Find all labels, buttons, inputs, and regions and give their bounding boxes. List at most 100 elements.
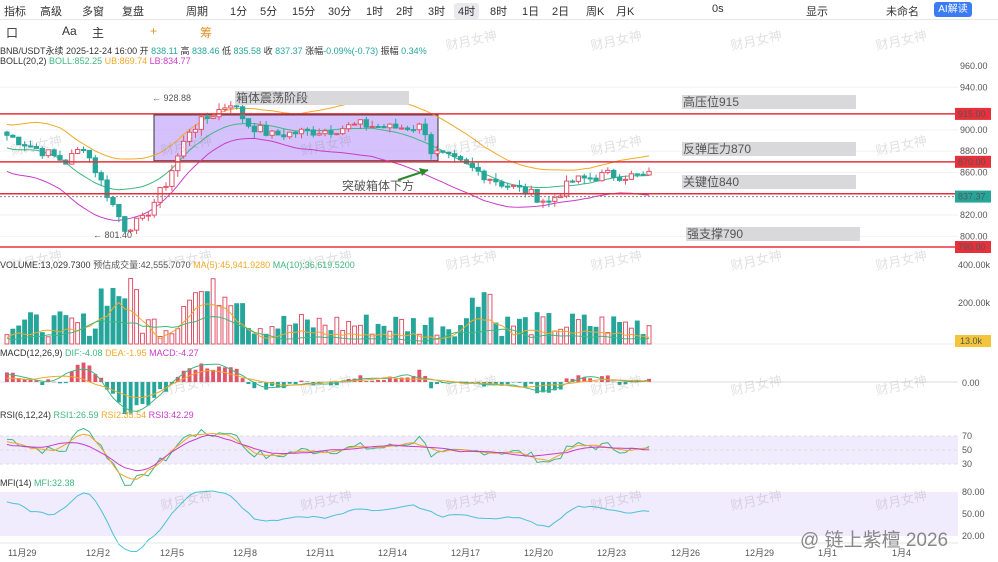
candle-body [398,127,405,130]
volume-bar [363,314,369,345]
tool-2[interactable]: 主 [92,26,105,40]
vol-tick-400k: 400.00k [958,260,991,270]
tool-4[interactable]: 筹 [200,26,213,40]
candle-body [516,184,523,188]
toolbar-item-11[interactable]: 3时 [428,6,446,18]
toolbar-item-13[interactable]: 8时 [490,6,508,18]
volume-bar [422,324,428,345]
macd-bar [541,382,545,393]
macd-bar [164,382,168,392]
toolbar-item-2[interactable]: 多窗 [82,6,104,18]
volume-bar [552,330,558,345]
candle-body [328,130,334,135]
volume-bar [393,316,399,345]
candle-body [334,133,340,136]
volume-bar [92,328,98,345]
candle-body [298,128,305,135]
volume-bar [623,321,628,345]
macd-bar [258,382,263,383]
toolbar-item-1[interactable]: 高级 [40,6,62,18]
candle-body [340,128,346,135]
ai-button[interactable]: AI解读 [934,2,972,17]
macd-bar [299,380,304,382]
candle-body [251,125,258,133]
macd-bar [446,381,451,383]
volume-bar [22,319,28,345]
macd-dif [6,363,650,412]
macd-bar [429,382,434,389]
candle-body [122,216,128,232]
macd-bar [16,378,21,382]
toolbar-item-7[interactable]: 15分 [292,6,316,18]
candle-body [487,178,493,181]
candle-body [281,134,287,138]
toolbar-item-6[interactable]: 5分 [260,6,278,18]
box-title-label-bg [235,91,409,105]
tool-1[interactable]: Aa [62,24,77,38]
volume-bar [346,320,352,345]
macd-bar [34,380,39,382]
volume-bar [299,314,304,345]
candle-body [104,179,110,198]
volume-bar [16,325,22,345]
volume-bar [440,326,446,345]
x-tick-0: 11月29 [8,548,36,558]
toolbar-item-16[interactable]: 周K [586,6,605,18]
candle-body [505,185,511,188]
toolbar-item-8[interactable]: 30分 [328,6,352,18]
macd-bar [222,367,227,382]
toolbar-item-9[interactable]: 1时 [366,6,384,18]
macd-bar [382,380,386,382]
candle-body [540,200,546,203]
candle-body [263,124,269,136]
candle-body [27,145,34,148]
tool-3[interactable]: + [150,24,158,38]
candle-body [616,176,623,181]
volume-bar [628,327,634,345]
candle-body [605,169,611,174]
macd-bar [334,382,339,386]
macd-bar [140,382,145,404]
candle-body [481,170,487,181]
candle-body [469,162,475,168]
macd-bar [81,362,86,382]
volume-bar [157,336,163,345]
macd-bar [305,381,310,382]
toolbar-item-12[interactable]: 4时 [454,3,480,19]
toolbar-item-14[interactable]: 1日 [522,6,540,18]
toolbar-item-5[interactable]: 1分 [230,6,248,18]
candle-body [622,178,629,181]
toolbar-item-17[interactable]: 月K [616,6,635,18]
toolbar-user[interactable]: 未命名 [886,6,919,18]
candle-body [234,105,240,108]
toolbar-right_zero[interactable]: 0s [712,3,724,15]
toolbar-right_display[interactable]: 显示 [806,6,828,18]
macd-bar [464,382,469,383]
candle-body [133,217,140,231]
macd-bar [605,375,610,382]
boll-lower-line [6,137,650,221]
volume-bar [410,318,416,345]
toolbar-item-15[interactable]: 2日 [552,6,570,18]
macd-bar [594,381,598,383]
volume-bar [599,316,605,345]
candle-body [4,131,10,136]
tool-0[interactable]: 口 [6,26,19,40]
toolbar-item-4[interactable]: 周期 [186,6,208,18]
boll-info: BOLL(20,2) BOLL:852.25 UB:869.74 LB:834.… [0,56,191,66]
macd-bar [376,379,381,382]
toolbar-item-3[interactable]: 复盘 [122,6,144,18]
candle-body [628,173,635,180]
toolbar-item-0[interactable]: 指标 [4,6,26,18]
macd-bar [217,366,221,382]
mfi-info: MFI(14) MFI:32.38 [0,478,75,488]
volume-bar [293,323,299,345]
volume-bar [546,313,552,345]
macd-bar [387,376,392,382]
toolbar-item-10[interactable]: 2时 [396,6,414,18]
macd-bar [552,382,557,391]
volume-bar [216,304,222,345]
candle-body [33,145,40,149]
volume-bar [405,331,410,345]
